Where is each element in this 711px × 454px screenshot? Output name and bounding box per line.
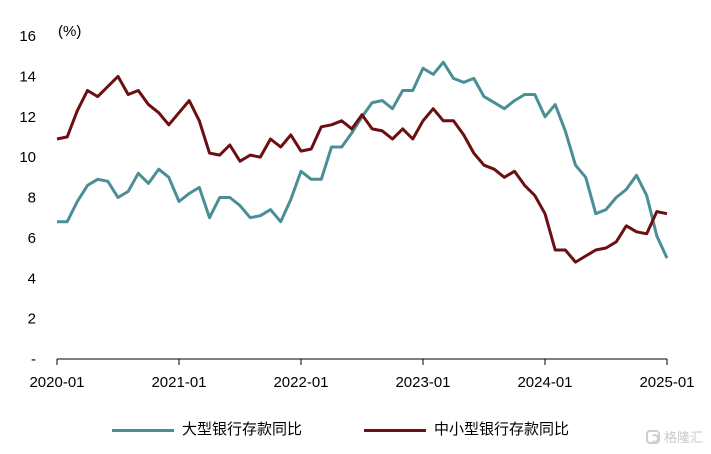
y-tick-label: -	[31, 351, 36, 368]
series-lines	[56, 60, 669, 264]
legend-item-large-banks: 大型银行存款同比	[112, 418, 302, 442]
y-tick-label: 2	[28, 311, 36, 328]
y-unit-label: (%)	[58, 23, 81, 40]
y-tick-label: 10	[19, 149, 36, 166]
watermark: 格隆汇	[645, 427, 703, 446]
legend: 大型银行存款同比 中小型银行存款同比	[0, 418, 711, 446]
series-line-small-medium-banks	[56, 74, 668, 264]
y-tick-label: 14	[19, 68, 36, 85]
x-tick-label: 2020-01	[29, 374, 84, 391]
watermark-text: 格隆汇	[663, 430, 703, 445]
x-tick-label: 2025-01	[639, 374, 694, 391]
series-line-large-banks	[57, 60, 669, 259]
y-tick-label: 8	[28, 190, 36, 207]
x-tick-label: 2024-01	[517, 374, 572, 391]
x-tick-label: 2022-01	[273, 374, 328, 391]
legend-label-large-banks: 大型银行存款同比	[182, 421, 303, 438]
x-tick-label: 2021-01	[151, 374, 206, 391]
y-tick-label: 16	[19, 28, 36, 45]
x-tick-label: 2023-01	[395, 374, 450, 391]
y-tick-label: 12	[19, 109, 36, 126]
legend-item-small-medium-banks: 中小型银行存款同比	[364, 418, 569, 442]
legend-label-small-medium-banks: 中小型银行存款同比	[434, 421, 570, 438]
y-axis-ticks: - 2 4 6 8 10 12 14 16	[19, 28, 36, 368]
legend-swatch-large-banks	[112, 428, 174, 432]
legend-swatch-small-medium-banks	[364, 428, 426, 432]
watermark-logo-icon	[645, 429, 660, 444]
y-tick-label: 4	[28, 270, 36, 287]
y-tick-label: 6	[28, 230, 36, 247]
x-axis-ticks: 2020-01 2021-01 2022-01 2023-01 2024-01 2025-…	[29, 359, 695, 391]
